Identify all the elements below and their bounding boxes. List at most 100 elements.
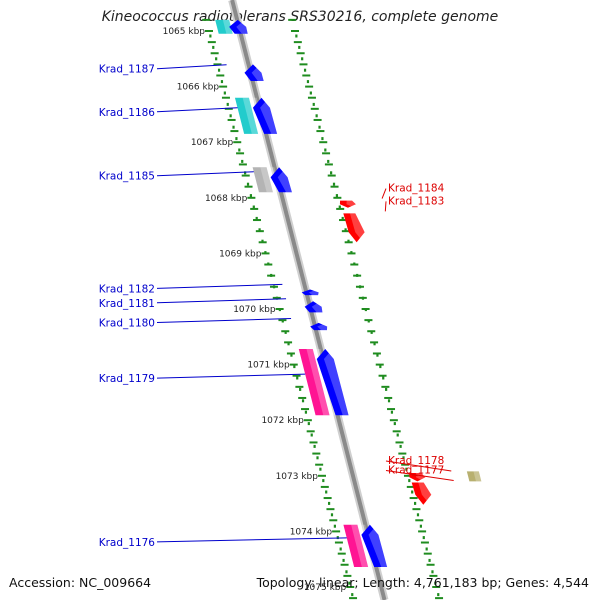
left-tick-dot: [241, 159, 244, 163]
right-tick-dot: [315, 114, 318, 118]
leader-Krad_1182: [156, 283, 283, 289]
right-tick-dot: [335, 194, 339, 198]
left-feature-1: [234, 97, 259, 134]
right-tick-dot: [393, 422, 396, 426]
right-tick-dot: [416, 513, 420, 517]
right-tick-dot: [387, 399, 391, 403]
gene-Krad_1178: [409, 473, 426, 482]
gene-Krad_1185: [270, 167, 292, 193]
accession-text: Accession: NC_009664: [9, 575, 152, 590]
topology-text: Topology: linear; Length: 4,761,183 bp; …: [256, 575, 589, 590]
leader-Krad_1183: [384, 201, 387, 212]
left-tick-dot: [293, 365, 296, 369]
backbone-layer: [228, 0, 389, 600]
left-feature-0: [215, 19, 233, 34]
right-tick-dot: [298, 45, 301, 49]
left-tick-dot: [296, 376, 299, 380]
right-tick-dot: [405, 467, 408, 471]
left-tick-dot: [232, 125, 235, 129]
right-tick-dot: [385, 387, 388, 391]
gene-Krad_1184: [339, 200, 356, 208]
kbp-label: 1067 kbp: [191, 138, 234, 148]
gene-Krad_1181: [304, 301, 323, 313]
gene-layer: [229, 19, 438, 567]
left-feature-1-shade: [242, 97, 266, 134]
left-feature-3: [298, 349, 330, 416]
right-tick-dot: [434, 581, 437, 585]
gene-Krad_1184-shade: [346, 200, 363, 208]
left-tick-dot: [290, 353, 293, 357]
gene-Krad_1187-shade: [251, 64, 271, 82]
label-layer: Krad_1187 Krad_1186 Krad_1185 Krad_1182 Krad…: [99, 64, 454, 549]
right-tick-dot: [431, 570, 434, 574]
right-tick-dot: [373, 342, 376, 346]
leader-Krad_1187: [156, 64, 227, 70]
leader-Krad_1178: [385, 460, 452, 472]
gene-label-Krad_1181: Krad_1181: [99, 298, 155, 310]
right-tick-dot: [332, 182, 336, 186]
leader-Krad_1184: [381, 188, 387, 199]
right-tick-dot: [422, 536, 425, 540]
kbp-label: 1069 kbp: [219, 249, 262, 259]
right-tick-dot: [370, 330, 373, 334]
right-tick-dot: [330, 171, 333, 175]
left-tick-dot: [246, 182, 250, 186]
kbp-label: 1075 kbp: [304, 583, 347, 593]
left-tick-dot: [345, 570, 348, 574]
gene-Krad_1182-shade: [308, 289, 326, 296]
kbp-label: 1070 kbp: [233, 305, 276, 315]
gene-label-Krad_1180: Krad_1180: [99, 318, 155, 330]
gene-label-Krad_1179: Krad_1179: [99, 373, 155, 385]
gene-label-Krad_1178: Krad_1178: [388, 455, 444, 467]
kbp-label: 1071 kbp: [247, 361, 290, 371]
gene-Krad_1186-shade: [260, 97, 285, 134]
gene-Krad_1182: [301, 289, 319, 296]
kbp-layer: 1065 kbp 1066 kbp 1067 kbp 1068 kbp 1069 kbp…: [163, 27, 347, 593]
backbone-line: [230, 0, 387, 600]
right-tick-dot: [301, 57, 304, 61]
right-tick-dot: [338, 205, 341, 209]
leader-Krad_1176: [156, 537, 347, 543]
left-tick-dot: [244, 171, 247, 175]
right-feature-0-shade: [473, 471, 488, 482]
kbp-label: 1073 kbp: [276, 472, 319, 482]
left-tick-dot: [217, 68, 221, 72]
left-tick-dot: [284, 330, 287, 334]
gene-Krad_1179-shade: [323, 349, 356, 416]
gene-label-Krad_1182: Krad_1182: [99, 283, 155, 295]
right-tick-dot: [382, 376, 385, 380]
leader-Krad_1181: [156, 298, 287, 304]
gene-Krad_1185-shade: [277, 167, 300, 193]
left-tick-dot: [307, 422, 310, 426]
right-tick-dot: [347, 239, 350, 243]
left-tick-dot: [209, 34, 212, 38]
left-feature-4: [343, 524, 369, 567]
right-tick-dot: [295, 34, 298, 38]
leader-Krad_1180: [156, 318, 292, 324]
right-tick-dot: [419, 524, 422, 528]
extra-gene-0: [229, 19, 248, 34]
left-tick-dot: [212, 45, 215, 49]
kbp-label: 1068 kbp: [205, 194, 248, 204]
left-tick-dot: [301, 399, 305, 403]
left-tick-dot: [299, 387, 302, 391]
left-tick-dot: [327, 501, 331, 505]
gene-Krad_1186: [252, 97, 278, 134]
gene-label-Krad_1186: Krad_1186: [99, 107, 156, 119]
right-tick-dot: [318, 125, 321, 129]
feature-layer: [215, 19, 488, 567]
left-tick-dot: [238, 148, 241, 152]
gene-Krad_1187: [244, 64, 264, 82]
right-tick-dot: [390, 410, 394, 414]
right-tick-dot: [425, 547, 428, 551]
left-tick-dot: [316, 456, 319, 460]
right-tick-dot: [376, 353, 379, 357]
kbp-label: 1066 kbp: [177, 83, 220, 93]
gene-label-Krad_1183: Krad_1183: [388, 195, 444, 207]
right-tick-dot: [399, 444, 402, 448]
map-title: Kineococcus radiotolerans SRS30216, comp…: [101, 9, 499, 25]
left-tick-dot: [255, 216, 258, 220]
left-tick-dot: [258, 228, 261, 232]
left-tick-dot: [339, 547, 342, 551]
